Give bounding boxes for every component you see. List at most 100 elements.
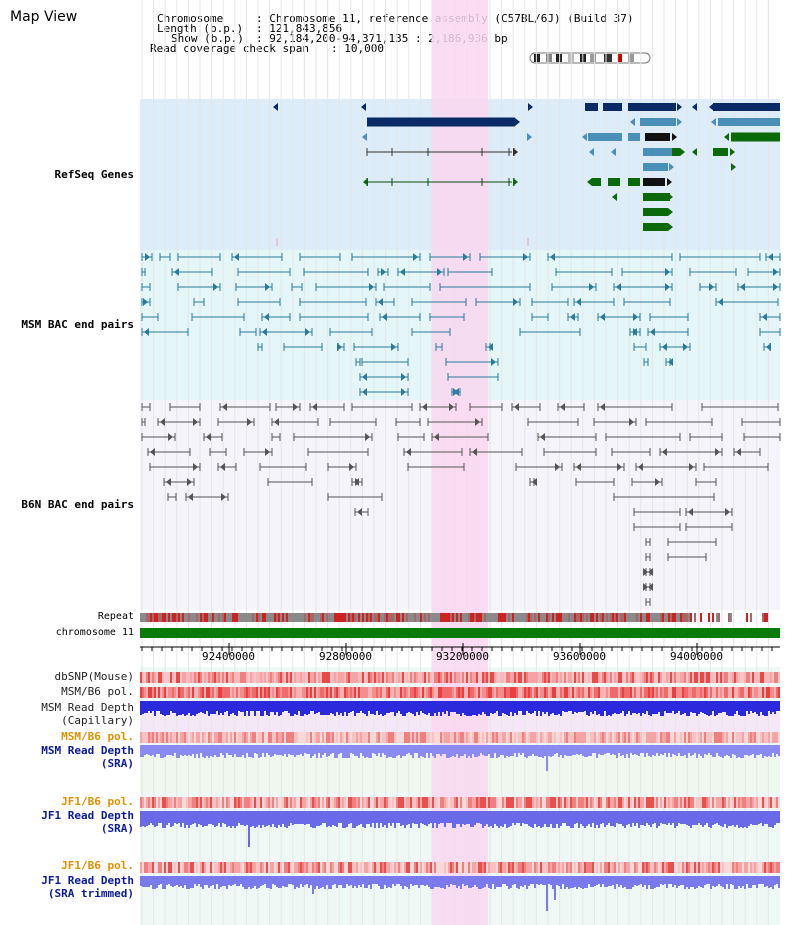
- msm-pol2-cell: [556, 732, 558, 743]
- repeat-bar: [624, 613, 626, 622]
- msm-pol-cell: [374, 687, 376, 698]
- jf1-trim-depth-bar: [524, 876, 526, 885]
- msm-sra-depth-bar: [768, 745, 770, 756]
- jf1-pol2-cell: [440, 862, 442, 873]
- repeat-bar: [248, 613, 250, 622]
- jf1-sra-depth-bar: [372, 811, 374, 823]
- dbsnp-cell: [168, 672, 170, 683]
- jf1-trim-depth-bar: [162, 876, 164, 889]
- jf1-trim-depth-bar: [360, 876, 362, 887]
- jf1-pol2-cell: [146, 862, 148, 873]
- msm-pol2-cell: [622, 732, 624, 743]
- msm-bac-pair-arrow: [513, 298, 518, 306]
- jf1-pol-cell: [530, 797, 532, 808]
- msm-pol2-cell: [242, 732, 244, 743]
- jf1-sra-depth-bar: [542, 811, 544, 827]
- jf1-trim-depth-bar: [504, 876, 506, 884]
- jf1-pol-cell: [574, 797, 576, 808]
- jf1-trim-depth-bar: [476, 876, 478, 887]
- jf1-pol-cell: [292, 797, 294, 808]
- jf1-sra-depth-bar: [230, 811, 232, 828]
- b6n-bac-pair-arrow: [166, 478, 171, 486]
- header-chromosome-key: Chromosome: [157, 12, 224, 25]
- msm-pol-cell: [280, 687, 282, 698]
- jf1-trim-depth-bar: [314, 876, 316, 889]
- jf1-pol2-cell: [156, 862, 158, 873]
- repeat-bar: [242, 613, 244, 622]
- msm-pol2-cell: [406, 732, 408, 743]
- repeat-bar: [764, 613, 766, 622]
- msm-pol2-cell: [238, 732, 240, 743]
- repeat-bar: [516, 613, 518, 622]
- repeat-bar: [476, 613, 478, 622]
- jf1-sra-depth-bar: [638, 811, 640, 828]
- jf1-sra-depth-bar: [342, 811, 344, 828]
- msm-cap-depth-bar: [510, 701, 512, 712]
- msm-cap-depth-bar: [476, 701, 478, 716]
- jf1-trim-depth-bar: [284, 876, 286, 887]
- dbsnp-cell: [346, 672, 348, 683]
- msm-cap-depth-bar: [548, 701, 550, 716]
- msm-sra-depth-bar: [316, 745, 318, 758]
- repeat-bar: [574, 613, 576, 622]
- jf1-sra-depth-bar: [142, 811, 144, 826]
- b6n-bac-label[interactable]: B6N BAC end pairs: [21, 498, 134, 511]
- repeat-bar: [332, 613, 334, 622]
- jf1-sra-depth-bar: [636, 811, 638, 823]
- jf1-pol2-cell: [268, 862, 270, 873]
- msm-bac-label[interactable]: MSM BAC end pairs: [21, 318, 134, 331]
- dbsnp-cell: [202, 672, 204, 683]
- msm-pol-cell: [382, 687, 384, 698]
- repeat-bar: [210, 613, 212, 622]
- jf1-sra-depth-bar: [232, 811, 234, 826]
- msm-sra-depth-bar: [732, 745, 734, 754]
- gene-arrow: [513, 178, 518, 186]
- msm-pol2-cell: [678, 732, 680, 743]
- jf1-trim-depth-bar: [330, 876, 332, 889]
- repeat-bar: [636, 613, 638, 622]
- msm-bac-pair-arrow: [766, 343, 771, 351]
- msm-cap-depth-bar: [620, 701, 622, 713]
- jf1-pol2-cell: [710, 862, 712, 873]
- msm-pol-cell: [678, 687, 680, 698]
- msm-cap-depth-bar: [696, 701, 698, 716]
- jf1-pol-cell: [724, 797, 726, 808]
- msm-cap-depth-bar: [144, 701, 146, 713]
- b6n-bac-pair-arrow: [475, 418, 480, 426]
- jf1-sra-depth-bar: [140, 811, 142, 827]
- msm-sra-depth-bar: [608, 745, 610, 753]
- repeat-bar: [356, 613, 358, 622]
- msm-cap-depth-bar: [186, 701, 188, 715]
- msm-pol-cell: [286, 687, 288, 698]
- jf1-pol2-cell: [534, 862, 536, 873]
- b6n-bac-pair-arrow: [449, 403, 454, 411]
- jf1-pol2-cell: [424, 862, 426, 873]
- jf1-trim-depth-bar: [354, 876, 356, 886]
- b6n-bac-pair-arrow: [689, 463, 694, 471]
- jf1-sra-depth-bar: [162, 811, 164, 828]
- msm-pol2-cell: [208, 732, 210, 743]
- msm-cap-depth-bar: [166, 701, 168, 715]
- repeat-bar: [626, 613, 628, 622]
- jf1-sra-depth-bar: [512, 811, 514, 823]
- msm-sra-depth-bar: [482, 745, 484, 755]
- gene-arrow: [515, 118, 520, 126]
- dbsnp-cell: [490, 672, 492, 683]
- msm-pol2-cell: [584, 732, 586, 743]
- dbsnp-cell: [772, 672, 774, 683]
- jf1-trim-depth-bar: [578, 876, 580, 887]
- repeat-bar: [232, 613, 234, 622]
- dbsnp-cell: [582, 672, 584, 683]
- msm-sra-depth-bar: [260, 745, 262, 757]
- msm-cap-depth-bar: [176, 701, 178, 716]
- jf1-pol2-cell: [686, 862, 688, 873]
- msm-sra-depth-bar: [710, 745, 712, 755]
- msm-pol2-cell: [766, 732, 768, 743]
- jf1-pol2-cell: [262, 862, 264, 873]
- msm-cap-depth-bar: [416, 701, 418, 712]
- refseq-genes-label[interactable]: RefSeq Genes: [54, 168, 134, 181]
- msm-pol-cell: [402, 687, 404, 698]
- msm-pol-cell: [624, 687, 626, 698]
- msm-pol2-cell: [142, 732, 144, 743]
